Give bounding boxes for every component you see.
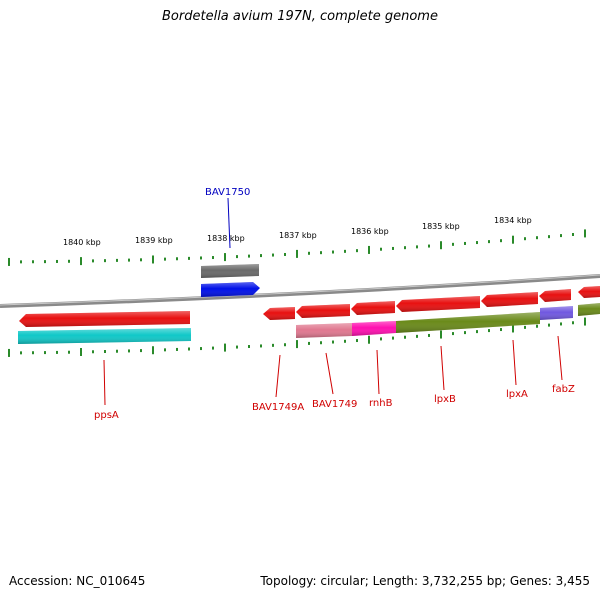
gene-label-lpxB[interactable]: lpxB [434,394,456,405]
gene-label-bav1749a[interactable]: BAV1749A [252,402,304,413]
gene-label-rnhB[interactable]: rnhB [369,398,393,409]
feature-next-olive[interactable] [578,303,600,316]
gene-rnhB[interactable] [351,301,395,315]
leader-bav1749a [275,354,281,398]
gene-lpxA[interactable] [481,292,538,307]
accession-label: Accession: NC_010645 [9,574,146,588]
gene-bav1750[interactable] [201,282,260,297]
scale-label-1837: 1837 kbp [279,231,317,240]
genome-backbone-highlight [0,274,600,306]
gene-label-ppsA[interactable]: ppsA [94,410,119,421]
gene-label-fabZ[interactable]: fabZ [552,384,575,395]
leader-lpxA [512,339,517,386]
gene-bav1749[interactable] [296,304,350,318]
gene-label-bav1749[interactable]: BAV1749 [312,399,357,410]
leader-rnhB [376,349,380,395]
gene-lpxB[interactable] [396,296,480,312]
gene-label-lpxA[interactable]: lpxA [506,389,528,400]
leader-bav1749 [325,352,334,395]
genome-backbone [0,274,600,308]
feature-rnhB-magenta[interactable] [352,321,396,336]
leader-ppsA [103,359,106,406]
feature-ppsA-cyan[interactable] [18,328,191,344]
feature-lpx-olive[interactable] [396,312,540,333]
scale-ticks-top [8,229,586,266]
scale-label-1835: 1835 kbp [422,222,460,231]
genome-summary: Topology: circular; Length: 3,732,255 bp… [260,574,590,588]
gene-fabZ[interactable] [539,289,571,302]
scale-ticks-bottom [8,317,586,357]
gene-bav1750-gray[interactable] [201,264,259,278]
gene-bav1749a[interactable] [263,307,295,320]
scale-label-1840: 1840 kbp [63,238,101,247]
scale-label-1838: 1838 kbp [207,234,245,243]
gene-next-red[interactable] [578,286,600,298]
scale-label-1834: 1834 kbp [494,216,532,225]
map-title: Bordetella avium 197N, complete genome [162,9,438,24]
leader-bav1750 [227,197,231,249]
leader-fabZ [557,335,563,381]
gene-label-bav1750[interactable]: BAV1750 [205,187,250,198]
feature-bav1749-pink[interactable] [296,323,352,338]
gene-ppsA[interactable] [19,311,190,327]
feature-fabZ-purple[interactable] [540,306,573,320]
scale-label-1836: 1836 kbp [351,227,389,236]
leader-lpxB [440,345,445,391]
scale-label-1839: 1839 kbp [135,236,173,245]
